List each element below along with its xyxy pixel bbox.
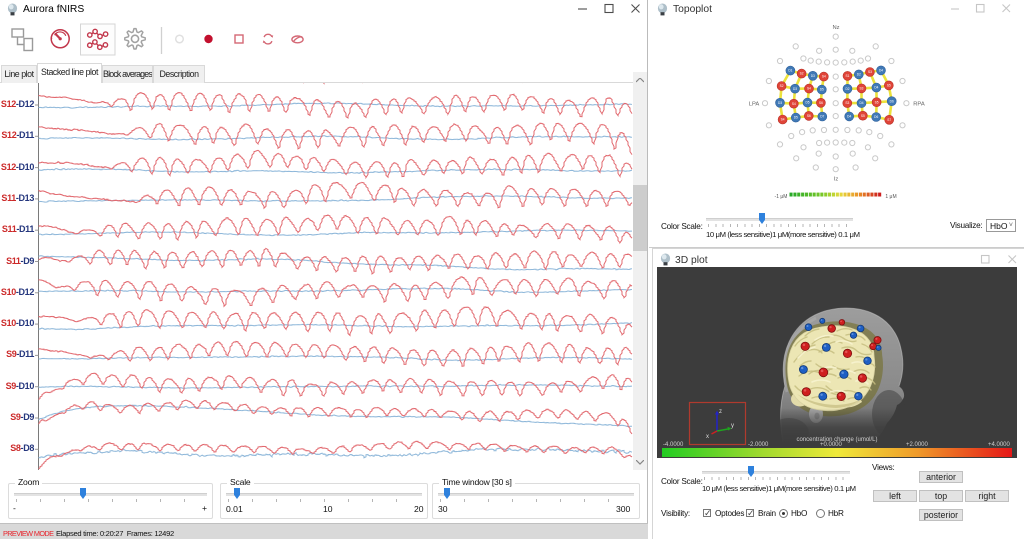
svg-text:D4: D4	[874, 86, 878, 90]
svg-text:D4: D4	[859, 101, 863, 105]
svg-text:D5: D5	[805, 101, 809, 105]
svg-text:S5: S5	[861, 114, 865, 118]
svg-text:concentration change (umol/L): concentration change (umol/L)	[796, 437, 877, 443]
svg-text:RPA: RPA	[913, 102, 925, 108]
svg-text:S2: S2	[800, 72, 804, 76]
svg-text:x: x	[706, 434, 709, 440]
svg-text:D7: D7	[820, 115, 824, 119]
svg-text:+2.0000: +2.0000	[906, 442, 929, 448]
svg-text:D4: D4	[847, 115, 851, 119]
svg-text:+4.0000: +4.0000	[988, 442, 1011, 448]
svg-text:D3: D3	[778, 101, 782, 105]
svg-text:1 μM: 1 μM	[885, 194, 896, 200]
svg-text:S6: S6	[819, 101, 823, 105]
svg-text:S5: S5	[875, 100, 879, 104]
svg-text:D1: D1	[788, 69, 792, 73]
svg-text:D4: D4	[879, 69, 883, 73]
svg-text:S3: S3	[868, 70, 872, 74]
svg-text:S6: S6	[807, 114, 811, 118]
svg-text:S4: S4	[792, 102, 796, 106]
svg-text:S5: S5	[887, 84, 891, 88]
svg-text:S2: S2	[780, 84, 784, 88]
svg-text:S4: S4	[781, 118, 785, 122]
svg-text:S3: S3	[845, 101, 849, 105]
svg-text:D3: D3	[793, 87, 797, 91]
svg-text:S4: S4	[807, 87, 811, 91]
svg-text:S4: S4	[822, 75, 826, 79]
svg-text:D3: D3	[811, 74, 815, 78]
svg-text:y: y	[731, 423, 734, 429]
svg-text:Nz: Nz	[832, 25, 839, 31]
svg-text:Iz: Iz	[834, 177, 839, 183]
svg-text:D6: D6	[874, 115, 878, 119]
svg-text:D6: D6	[890, 99, 894, 103]
svg-text:S1: S1	[846, 74, 850, 78]
svg-text:S3: S3	[860, 87, 864, 91]
svg-text:z: z	[719, 409, 722, 415]
svg-text:D2: D2	[857, 73, 861, 77]
svg-text:-2.0000: -2.0000	[748, 442, 769, 448]
svg-text:D2: D2	[845, 87, 849, 91]
svg-text:-4.0000: -4.0000	[663, 442, 684, 448]
svg-text:-1 μM: -1 μM	[775, 194, 788, 200]
svg-text:D5: D5	[820, 88, 824, 92]
svg-text:LPA: LPA	[749, 102, 760, 108]
svg-text:+0.0000: +0.0000	[820, 442, 843, 448]
svg-text:D5: D5	[794, 116, 798, 120]
svg-text:S7: S7	[887, 118, 891, 122]
